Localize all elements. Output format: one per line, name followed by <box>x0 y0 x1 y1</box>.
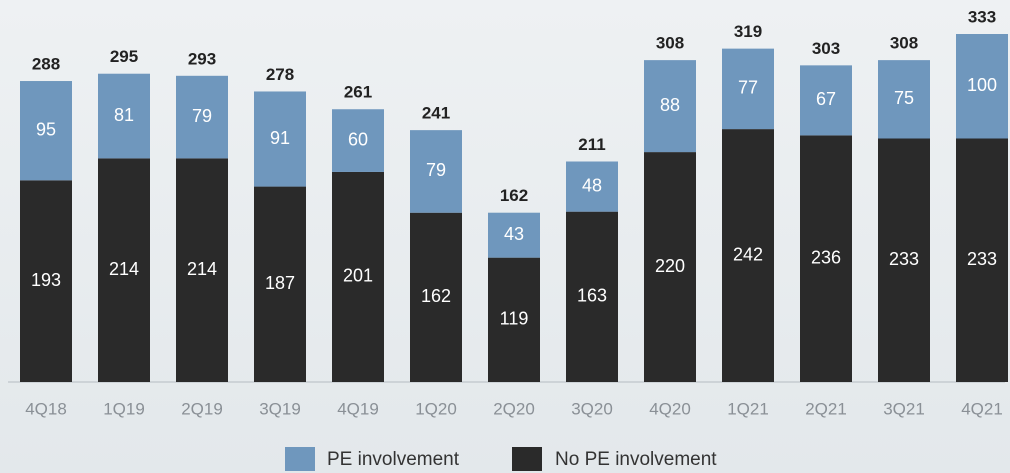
value-label: 77 <box>738 78 758 98</box>
x-tick-label: 4Q18 <box>25 399 67 418</box>
bar-segment <box>488 257 540 382</box>
value-label: 220 <box>655 256 685 276</box>
value-label: 100 <box>967 75 997 95</box>
total-label: 293 <box>188 49 216 68</box>
bar-segment <box>176 158 228 382</box>
bar-segment <box>176 75 228 159</box>
value-label: 79 <box>426 160 446 180</box>
value-label: 88 <box>660 95 680 115</box>
bar-segment <box>488 212 540 258</box>
bar-segment <box>566 211 618 382</box>
legend-swatch <box>512 447 542 471</box>
value-label: 95 <box>36 119 56 139</box>
value-label: 48 <box>582 175 602 195</box>
value-label: 233 <box>889 249 919 269</box>
bar-segment <box>722 48 774 130</box>
value-label: 201 <box>343 266 373 286</box>
value-label: 236 <box>811 247 841 267</box>
bar-segment <box>800 65 852 136</box>
total-label: 288 <box>32 55 60 74</box>
value-label: 79 <box>192 106 212 126</box>
legend-label: No PE involvement <box>555 449 717 470</box>
total-label: 211 <box>578 135 605 154</box>
total-label: 303 <box>812 39 840 58</box>
bar-segment <box>98 73 150 159</box>
bar-segment <box>722 129 774 382</box>
legend-label: PE involvement <box>327 449 460 470</box>
total-label: 278 <box>266 65 294 84</box>
total-label: 241 <box>422 104 450 123</box>
x-tick-label: 4Q21 <box>961 399 1003 418</box>
bar-segment <box>332 109 384 172</box>
bar-segment <box>800 135 852 382</box>
bar-segment <box>20 180 72 382</box>
total-label: 308 <box>656 34 684 53</box>
bar-segment <box>254 186 306 382</box>
value-label: 163 <box>577 286 607 306</box>
x-tick-label: 2Q21 <box>805 399 847 418</box>
value-label: 193 <box>31 270 61 290</box>
bar-segment <box>878 60 930 139</box>
total-label: 319 <box>734 22 762 41</box>
value-label: 233 <box>967 249 997 269</box>
x-tick-label: 4Q20 <box>649 399 691 418</box>
value-label: 214 <box>109 259 139 279</box>
bar-segment <box>956 138 1008 382</box>
x-tick-label: 4Q19 <box>337 399 379 418</box>
bar-segment <box>20 81 72 181</box>
value-label: 119 <box>500 309 529 329</box>
total-label: 261 <box>344 83 372 102</box>
value-label: 242 <box>733 244 763 264</box>
legend-swatch <box>285 447 315 471</box>
x-tick-label: 3Q21 <box>883 399 925 418</box>
x-tick-label: 1Q21 <box>727 399 769 418</box>
bar-segment <box>254 91 306 187</box>
total-label: 308 <box>890 34 918 53</box>
bar-segment <box>644 60 696 153</box>
bar-segment <box>98 158 150 382</box>
value-label: 81 <box>114 105 134 125</box>
bar-segment <box>644 152 696 382</box>
bar-segment <box>566 161 618 212</box>
bar-segment <box>956 34 1008 139</box>
bar-segment <box>878 138 930 382</box>
bar-segment <box>332 171 384 382</box>
x-tick-label: 2Q20 <box>493 399 535 418</box>
value-label: 67 <box>816 89 836 109</box>
bar-segment <box>410 212 462 382</box>
x-tick-label: 1Q20 <box>415 399 457 418</box>
total-label: 333 <box>968 7 996 26</box>
value-label: 75 <box>894 88 914 108</box>
x-tick-label: 1Q19 <box>103 399 145 418</box>
value-label: 43 <box>504 224 524 244</box>
total-label: 162 <box>500 186 528 205</box>
value-label: 214 <box>187 259 217 279</box>
total-label: 295 <box>110 47 138 66</box>
value-label: 60 <box>348 129 368 149</box>
value-label: 162 <box>421 286 451 306</box>
value-label: 91 <box>270 128 290 148</box>
x-tick-label: 3Q20 <box>571 399 613 418</box>
bar-segment <box>410 130 462 213</box>
value-label: 187 <box>265 273 295 293</box>
x-tick-label: 2Q19 <box>181 399 223 418</box>
x-tick-label: 3Q19 <box>259 399 301 418</box>
